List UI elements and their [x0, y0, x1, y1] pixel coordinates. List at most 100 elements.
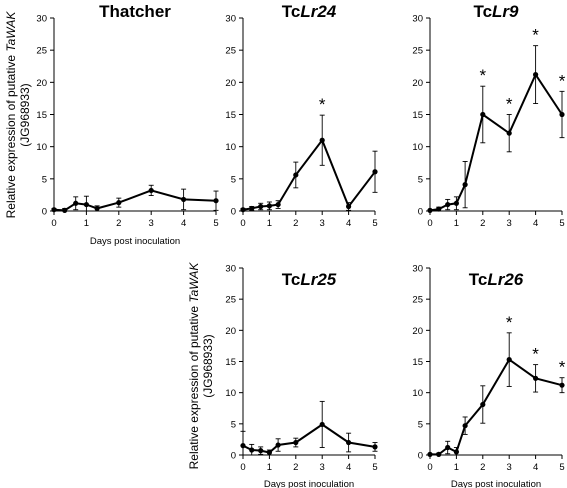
data-point [293, 172, 299, 178]
x-tick-label: 3 [507, 462, 512, 473]
y-tick-label: 0 [42, 207, 47, 218]
chart-panel-5: TcLr26 0 5 10 15 20 25 30 0 1 2 3 4 5 Days post inocul… [412, 264, 565, 488]
data-point [94, 205, 100, 212]
y-tick-label: 30 [36, 14, 47, 25]
x-tick-label: 0 [240, 218, 245, 229]
x-tick-label: 1 [454, 218, 459, 229]
series-line [242, 138, 376, 211]
series-line [429, 72, 563, 212]
y-tick-label: 25 [412, 46, 423, 57]
data-point [319, 421, 325, 428]
chart-panel-4: TcLr25 0 5 10 15 20 25 30 0 1 2 3 4 5 Days post inocul… [187, 262, 378, 488]
y-tick-label: 15 [225, 110, 236, 121]
panel-title-part: Tc [473, 2, 492, 21]
data-point [480, 401, 486, 408]
y-tick-label: 10 [36, 142, 47, 153]
y-tick-label: 5 [42, 174, 47, 185]
significance-marker: * [532, 26, 539, 45]
chart-panel-1: Thatcher 0 5 10 15 20 25 30 0 1 2 3 4 5 Days post inoc… [4, 2, 219, 247]
data-point [506, 130, 512, 136]
y-tick-label: 15 [36, 110, 47, 121]
x-axis-label: Days post inoculation [451, 479, 541, 488]
y-tick-label: 15 [412, 357, 423, 368]
y-tick-label: 15 [225, 357, 236, 368]
data-point [266, 203, 272, 209]
y-tick-label: 15 [412, 110, 423, 121]
panel-title-part: Tc [282, 270, 301, 289]
panel-title-part: Lr9 [492, 2, 519, 21]
x-tick-label: 3 [149, 218, 154, 229]
y-tick-label: 0 [231, 451, 236, 462]
chart-panel-3: TcLr9 0 5 10 15 20 25 30 0 1 2 3 4 5 * * * * [412, 2, 565, 229]
y-tick-label: 25 [412, 295, 423, 306]
data-point [258, 203, 264, 210]
significance-marker: * [559, 71, 566, 90]
data-point [73, 200, 79, 206]
x-tick-label: 1 [454, 462, 459, 473]
data-point [293, 439, 299, 446]
y-tick-label: 5 [231, 174, 236, 185]
panel-title-part: Lr26 [487, 270, 523, 289]
data-point [249, 447, 255, 453]
data-point [258, 448, 264, 454]
x-tick-label: 5 [372, 462, 377, 473]
chart-panel-2: TcLr24 0 5 10 15 20 25 30 0 1 2 3 4 5 * [225, 2, 377, 229]
data-point [275, 201, 281, 208]
data-point [462, 182, 468, 188]
x-tick-label: 2 [293, 462, 298, 473]
data-point [346, 203, 352, 210]
data-point [275, 442, 281, 448]
data-point [436, 206, 442, 212]
panel-title-part: Tc [282, 2, 301, 21]
y-axis-label-part: Relative expression of putative [187, 303, 201, 470]
x-tick-label: 3 [507, 218, 512, 229]
significance-marker: * [506, 95, 513, 114]
y-tick-label: 30 [412, 14, 423, 25]
x-tick-label: 2 [116, 218, 121, 229]
panel-title: TcLr25 [282, 270, 337, 289]
x-tick-label: 1 [84, 218, 89, 229]
data-point [559, 111, 565, 118]
x-tick-label: 0 [427, 218, 432, 229]
y-axis-label-part: TaWAK [4, 11, 18, 52]
y-tick-label: 20 [36, 78, 47, 89]
y-tick-label: 25 [36, 46, 47, 57]
data-point [213, 198, 219, 204]
data-point [51, 207, 57, 213]
data-point [249, 205, 255, 212]
y-tick-label: 0 [231, 207, 236, 218]
panel-title: TcLr26 [469, 270, 524, 289]
data-point [559, 382, 565, 388]
y-tick-label: 20 [412, 78, 423, 89]
y-tick-label: 10 [225, 142, 236, 153]
y-tick-label: 10 [225, 388, 236, 399]
panel-title-part: Lr24 [300, 2, 336, 21]
data-point [181, 196, 187, 203]
x-tick-label: 3 [320, 462, 325, 473]
data-point [445, 201, 451, 208]
y-tick-label: 0 [418, 451, 423, 462]
y-tick-label: 25 [225, 295, 236, 306]
data-point [453, 200, 459, 206]
data-point [445, 444, 451, 451]
x-tick-label: 4 [346, 218, 351, 229]
x-tick-label: 4 [533, 218, 538, 229]
data-point [240, 207, 246, 213]
series-line [430, 358, 563, 456]
data-point [462, 423, 468, 429]
x-tick-label: 5 [559, 218, 564, 229]
y-axis-label-line2: (JG968933) [201, 334, 215, 397]
x-tick-label: 2 [480, 462, 485, 473]
data-point [372, 169, 378, 175]
x-tick-label: 2 [293, 218, 298, 229]
data-point [506, 357, 512, 363]
panel-title-part: Thatcher [99, 2, 171, 21]
x-tick-label: 0 [51, 218, 56, 229]
data-point [533, 72, 539, 78]
panel-title: Thatcher [99, 2, 171, 21]
significance-marker: * [559, 358, 566, 377]
y-tick-label: 5 [418, 419, 423, 430]
x-tick-label: 5 [213, 218, 218, 229]
data-point [62, 207, 68, 213]
